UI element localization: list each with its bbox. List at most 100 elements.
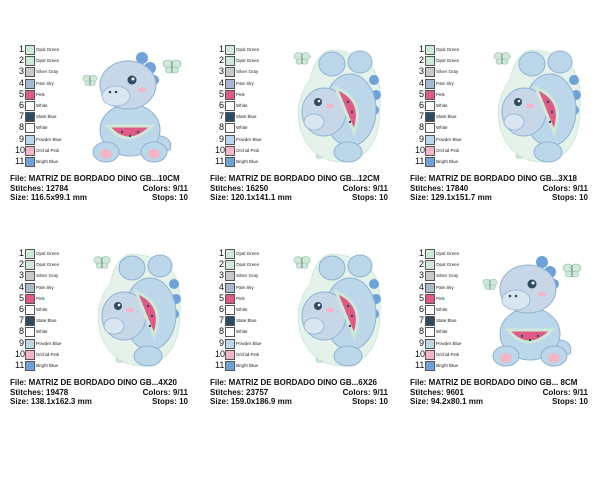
palette-number: 9 (18, 337, 24, 348)
file-name: File: MATRIZ DE BORDADO DINO GB...6X26 (210, 378, 377, 387)
palette-row: 1 Opal Green (15, 248, 75, 259)
palette-number: 4 (218, 281, 224, 292)
palette-number: 5 (18, 88, 24, 99)
color-swatch (425, 56, 435, 67)
palette-color-name: Pink (436, 295, 445, 301)
palette-color-name: Silver Gray (36, 273, 59, 279)
palette-row: 6 White (15, 100, 75, 111)
palette-row: 3 Silver Gray (15, 270, 75, 282)
palette-color-name: Orchid Pink (436, 147, 460, 153)
palette-row: 8 White (215, 122, 275, 134)
color-swatch (425, 112, 435, 123)
color-swatch (425, 349, 435, 360)
file-name: File: MATRIZ DE BORDADO DINO GB... 8CM (410, 378, 578, 387)
file-name: File: MATRIZ DE BORDADO DINO GB...12CM (210, 174, 380, 183)
design-card[interactable]: 1 Opal Green 2 Opal Green 3 Silver Gray 4 Pale … (410, 244, 600, 444)
color-swatch (425, 123, 435, 134)
palette-row: 10 Orchid Pink (215, 145, 275, 156)
palette-number: 2 (218, 55, 224, 66)
palette-color-name: White (236, 307, 248, 312)
palette-number: 4 (418, 77, 424, 88)
palette-number: 5 (218, 88, 224, 99)
color-swatch (225, 145, 235, 156)
color-swatch (425, 316, 435, 327)
palette-color-name: Pink (236, 91, 245, 97)
palette-row: 2 Opal Green (215, 55, 275, 67)
palette-number: 3 (418, 270, 424, 281)
palette-color-name: Pale Sky (236, 284, 254, 290)
palette-color-name: Opal Green (436, 47, 460, 52)
palette-color-name: Pink (36, 91, 45, 97)
palette-row: 8 White (15, 326, 75, 338)
color-swatch (425, 145, 435, 156)
palette-color-name: Silver Gray (236, 273, 259, 279)
palette-number: 3 (418, 66, 424, 77)
color-swatch (25, 260, 35, 271)
palette-row: 10 Orchid Pink (415, 145, 475, 156)
palette-number: 1 (218, 248, 224, 258)
design-card[interactable]: 1 Opal Green 2 Opal Green 3 Silver Gray 4 Pale … (10, 244, 205, 444)
palette-row: 4 Pale Sky (15, 78, 75, 89)
color-swatch (225, 316, 235, 327)
color-swatch (25, 78, 35, 89)
design-card[interactable]: 1 Opal Green 2 Opal Green 3 Silver Gray 4 Pale … (410, 40, 600, 240)
palette-color-name: Slate Blue (236, 114, 257, 120)
color-count: Colors: 9/11 (142, 183, 188, 193)
design-card[interactable]: 1 Opal Green 2 Opal Green 3 Silver Gray 4 Pale … (210, 244, 405, 444)
color-swatch (25, 145, 35, 156)
palette-number: 9 (218, 133, 224, 144)
palette-color-name: Pink (436, 91, 445, 97)
color-swatch (225, 260, 235, 271)
palette-color-name: Orchid Pink (36, 351, 60, 357)
color-swatch (225, 112, 235, 123)
palette-row: 3 Silver Gray (415, 270, 475, 282)
design-info: File: MATRIZ DE BORDADO DINO GB...3X18 St… (410, 174, 588, 203)
palette-number: 7 (18, 111, 24, 122)
embroidery-preview (470, 40, 590, 170)
dino-hug-artwork (293, 49, 381, 163)
palette-number: 10 (15, 348, 26, 359)
palette-number: 10 (415, 348, 426, 359)
palette-row: 11 Bright Blue (415, 360, 475, 371)
design-info: File: MATRIZ DE BORDADO DINO GB...6X26 St… (210, 378, 388, 407)
palette-row: 5 Pink (15, 293, 75, 304)
palette-row: 2 Opal Green (415, 259, 475, 271)
embroidery-preview (470, 244, 590, 374)
palette-color-name: Powder Blue (236, 136, 262, 142)
stitch-count: Stitches: 12784 (10, 183, 69, 193)
palette-color-name: Opal Green (236, 262, 260, 268)
palette-number: 9 (418, 133, 424, 144)
palette-number: 10 (415, 144, 426, 155)
palette-row: 8 White (415, 122, 475, 134)
palette-row: 9 Powder Blue (215, 338, 275, 349)
palette-color-name: Powder Blue (36, 136, 62, 142)
palette-row: 1 Opal Green (415, 44, 475, 55)
design-card[interactable]: 1 Opal Green 2 Opal Green 3 Silver Gray 4 Pale … (210, 40, 405, 240)
palette-row: 4 Pale Sky (415, 78, 475, 89)
stop-count: Stops: 10 (351, 193, 388, 202)
palette-color-name: Pale Sky (436, 284, 454, 290)
design-card[interactable]: 1 Opal Green 2 Opal Green 3 Silver Gray 4 Pale … (10, 40, 205, 240)
palette-color-name: Opal Green (236, 251, 260, 256)
embroidery-preview (270, 40, 390, 170)
file-name: File: MATRIZ DE BORDADO DINO GB...3X18 (410, 174, 577, 183)
palette-row: 5 Pink (15, 89, 75, 100)
stitch-count: Stitches: 16250 (210, 183, 269, 193)
palette-row: 1 Opal Green (15, 44, 75, 55)
color-swatch (25, 249, 35, 259)
palette-row: 6 White (215, 100, 275, 111)
color-swatch (25, 56, 35, 67)
palette-row: 4 Pale Sky (15, 282, 75, 293)
palette-row: 11 Bright Blue (215, 360, 275, 371)
stitch-count: Stitches: 19478 (10, 387, 69, 397)
palette-row: 1 Opal Green (415, 248, 475, 259)
design-size: Size: 116.5x99.1 mm (10, 193, 87, 202)
color-swatch (225, 271, 235, 282)
palette-number: 8 (18, 122, 24, 133)
palette-number: 10 (215, 144, 226, 155)
palette-row: 5 Pink (415, 89, 475, 100)
palette-row: 3 Silver Gray (15, 66, 75, 78)
color-swatch (425, 338, 435, 349)
design-info: File: MATRIZ DE BORDADO DINO GB... 8CM St… (410, 378, 588, 407)
palette-number: 2 (218, 259, 224, 270)
